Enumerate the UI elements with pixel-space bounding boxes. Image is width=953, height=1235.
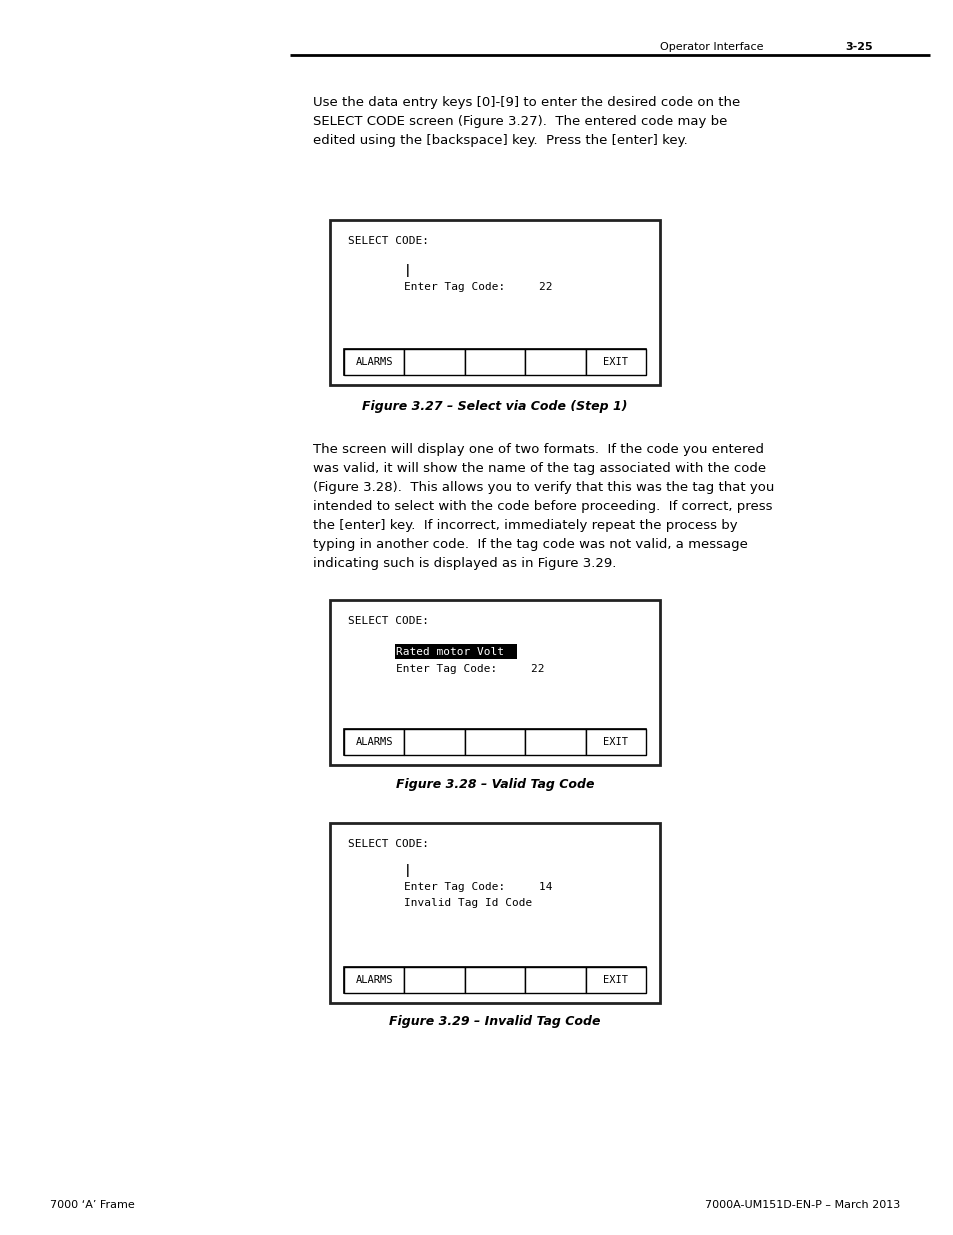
Bar	[585, 967, 645, 993]
Bar	[404, 967, 464, 993]
Bar	[344, 967, 404, 993]
Text: Figure 3.27 – Select via Code (Step 1): Figure 3.27 – Select via Code (Step 1)	[362, 400, 627, 412]
Bar	[585, 729, 645, 755]
Bar	[464, 967, 525, 993]
Text: Enter Tag Code:     22: Enter Tag Code: 22	[395, 664, 544, 674]
Text: 7000A-UM151D-EN-P – March 2013: 7000A-UM151D-EN-P – March 2013	[704, 1200, 899, 1210]
Bar	[344, 967, 645, 993]
Text: EXIT: EXIT	[602, 357, 628, 367]
Text: 7000 ‘A’ Frame: 7000 ‘A’ Frame	[50, 1200, 134, 1210]
Text: Enter Tag Code:     22: Enter Tag Code: 22	[403, 282, 552, 291]
Text: 3-25: 3-25	[844, 42, 872, 52]
Text: Figure 3.29 – Invalid Tag Code: Figure 3.29 – Invalid Tag Code	[389, 1015, 600, 1028]
Bar	[464, 729, 525, 755]
Bar	[330, 220, 659, 385]
Bar	[330, 600, 659, 764]
Text: intended to select with the code before proceeding.  If correct, press: intended to select with the code before …	[313, 500, 772, 513]
Text: indicating such is displayed as in Figure 3.29.: indicating such is displayed as in Figur…	[313, 557, 616, 571]
Bar	[344, 729, 404, 755]
Text: SELECT CODE:: SELECT CODE:	[348, 236, 429, 246]
Text: ALARMS: ALARMS	[355, 737, 393, 747]
Text: Enter Tag Code:     14: Enter Tag Code: 14	[403, 882, 552, 892]
Text: EXIT: EXIT	[602, 974, 628, 986]
Text: ALARMS: ALARMS	[355, 974, 393, 986]
Text: The screen will display one of two formats.  If the code you entered: The screen will display one of two forma…	[313, 443, 763, 456]
Text: |: |	[403, 864, 411, 877]
Text: edited using the [backspace] key.  Press the [enter] key.: edited using the [backspace] key. Press …	[313, 135, 687, 147]
Bar	[525, 729, 585, 755]
Bar	[525, 350, 585, 375]
Text: Use the data entry keys [0]-[9] to enter the desired code on the: Use the data entry keys [0]-[9] to enter…	[313, 96, 740, 109]
Text: Operator Interface: Operator Interface	[659, 42, 762, 52]
Text: Invalid Tag Id Code: Invalid Tag Id Code	[403, 898, 532, 908]
Bar	[585, 350, 645, 375]
Text: (Figure 3.28).  This allows you to verify that this was the tag that you: (Figure 3.28). This allows you to verify…	[313, 480, 774, 494]
Bar	[464, 350, 525, 375]
Bar	[395, 643, 517, 659]
Text: ALARMS: ALARMS	[355, 357, 393, 367]
Bar	[525, 967, 585, 993]
Bar	[344, 729, 645, 755]
Text: Rated motor Volt: Rated motor Volt	[395, 646, 503, 657]
Text: |: |	[403, 264, 411, 277]
Text: SELECT CODE screen (Figure 3.27).  The entered code may be: SELECT CODE screen (Figure 3.27). The en…	[313, 115, 726, 128]
Bar	[330, 823, 659, 1003]
Text: EXIT: EXIT	[602, 737, 628, 747]
Bar	[344, 350, 404, 375]
Bar	[404, 350, 464, 375]
Text: SELECT CODE:: SELECT CODE:	[348, 839, 429, 848]
Text: typing in another code.  If the tag code was not valid, a message: typing in another code. If the tag code …	[313, 538, 747, 551]
Text: the [enter] key.  If incorrect, immediately repeat the process by: the [enter] key. If incorrect, immediate…	[313, 519, 737, 532]
Bar	[344, 350, 645, 375]
Text: Figure 3.28 – Valid Tag Code: Figure 3.28 – Valid Tag Code	[395, 778, 594, 790]
Bar	[404, 729, 464, 755]
Text: was valid, it will show the name of the tag associated with the code: was valid, it will show the name of the …	[313, 462, 765, 475]
Text: SELECT CODE:: SELECT CODE:	[348, 616, 429, 626]
